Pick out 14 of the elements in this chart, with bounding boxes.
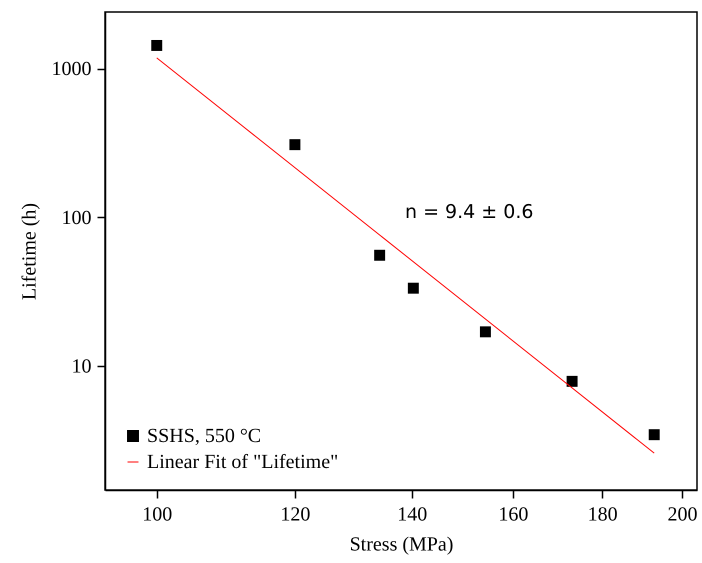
x-axis-title: Stress (MPa) xyxy=(350,534,454,556)
x-tick-label: 200 xyxy=(667,504,698,526)
y-tick-label: 10 xyxy=(72,356,92,378)
x-tick-label: 120 xyxy=(280,504,310,526)
x-tick-label: 140 xyxy=(397,504,428,526)
annotation: n = 9.4 ± 0.6 xyxy=(405,201,534,223)
y-tick-label: 100 xyxy=(62,206,92,229)
y-tick-label: 1000 xyxy=(52,58,92,80)
x-tick-label: 100 xyxy=(142,504,172,526)
y-axis-title: Lifetime (h) xyxy=(18,202,40,300)
x-tick-label: 160 xyxy=(498,504,528,526)
legend-label: SSHS, 550 °C xyxy=(147,425,262,447)
legend-label: Linear Fit of "Lifetime" xyxy=(147,451,338,473)
x-tick-label: 180 xyxy=(588,504,618,526)
